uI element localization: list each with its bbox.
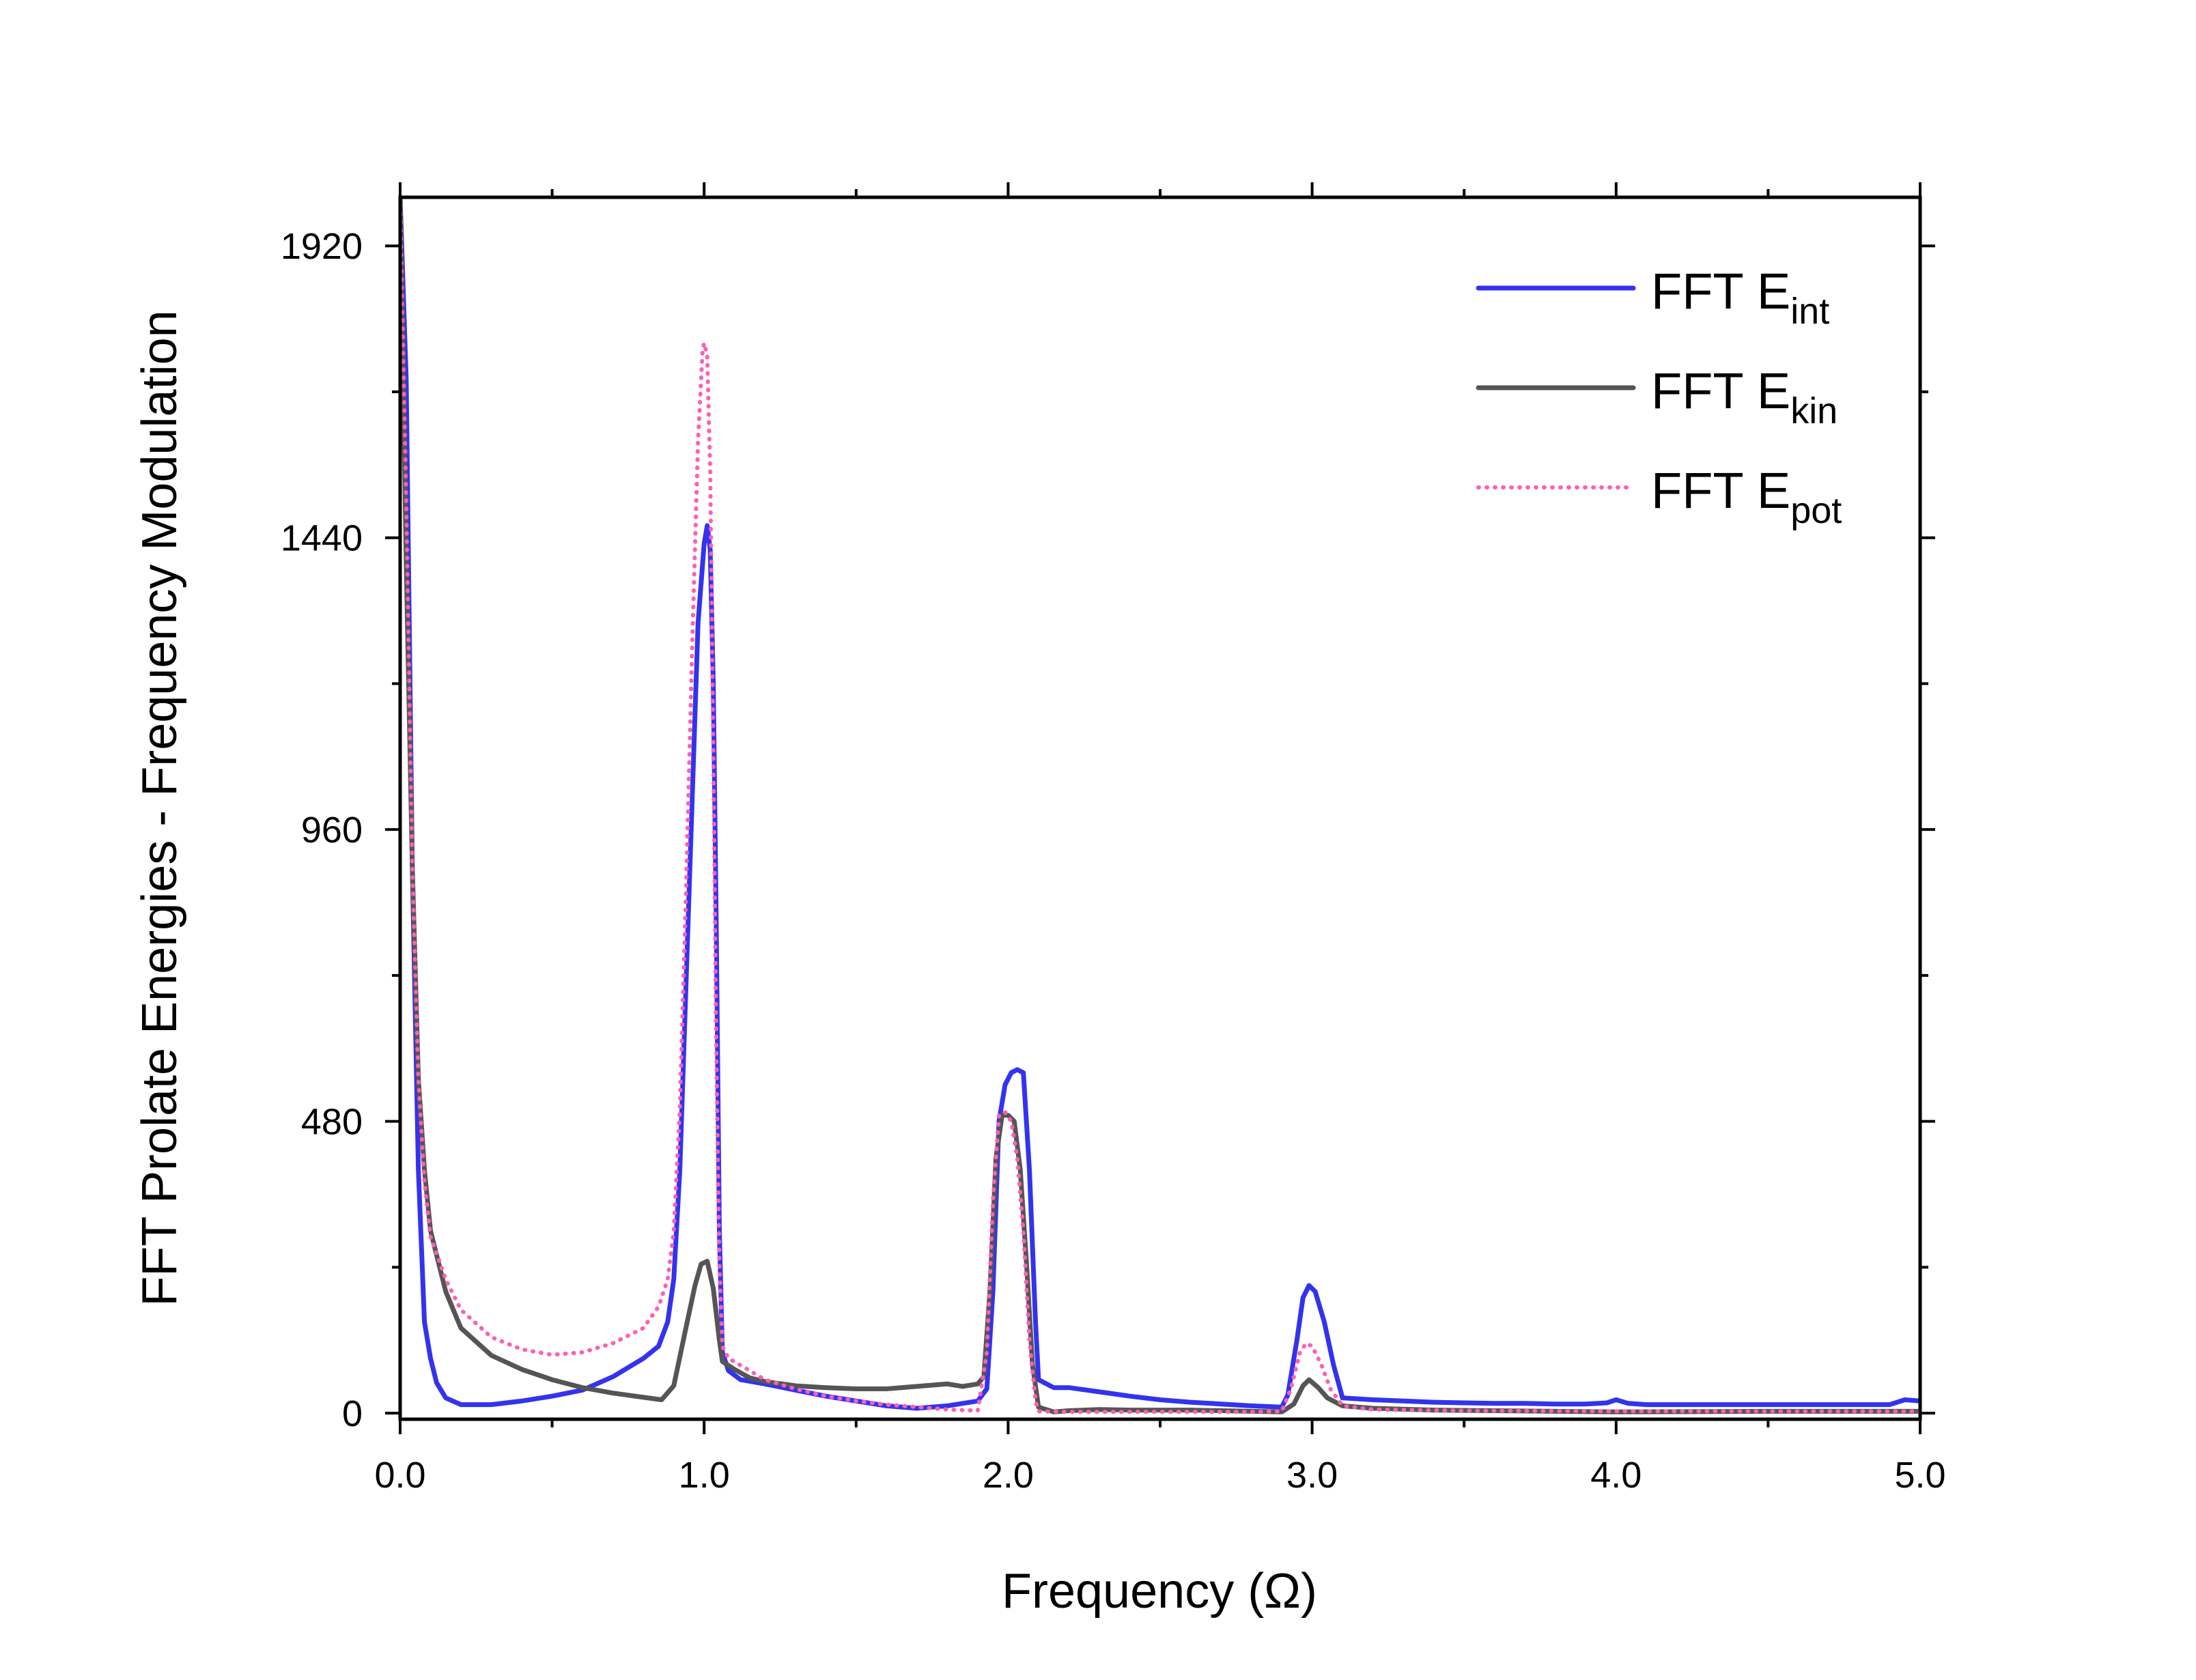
series-line-kin <box>400 197 1920 1414</box>
x-tick-label: 5.0 <box>1894 1455 1945 1496</box>
y-axis-title: FFT Prolate Energies - Frequency Modulat… <box>132 310 187 1306</box>
tick-labels-layer: 0.0 1.0 2.0 3.0 4.0 5.0 0 480 960 1440 1920 <box>281 226 1946 1496</box>
legend: FFT Eint FFT Ekin FFT Epot <box>1476 263 1842 531</box>
ticks-layer <box>385 182 1935 1434</box>
y-tick-label: 1440 <box>281 518 363 559</box>
x-tick-label: 0.0 <box>374 1455 425 1496</box>
y-tick-label: 0 <box>342 1393 363 1434</box>
x-tick-label: 4.0 <box>1590 1455 1642 1496</box>
legend-label-int: FFT Eint <box>1651 263 1829 332</box>
y-tick-label: 960 <box>301 810 363 851</box>
series-line-pot <box>400 197 1920 1414</box>
x-tick-label: 3.0 <box>1286 1455 1338 1496</box>
x-axis-title: Frequency (Ω) <box>1002 1564 1317 1619</box>
series-layer <box>400 197 1920 1414</box>
legend-label-pot: FFT Epot <box>1651 462 1842 531</box>
x-tick-label: 1.0 <box>679 1455 730 1496</box>
x-tick-label: 2.0 <box>983 1455 1034 1496</box>
y-tick-label: 480 <box>301 1102 363 1143</box>
y-tick-label: 1920 <box>281 226 363 267</box>
legend-label-kin: FFT Ekin <box>1651 362 1838 431</box>
